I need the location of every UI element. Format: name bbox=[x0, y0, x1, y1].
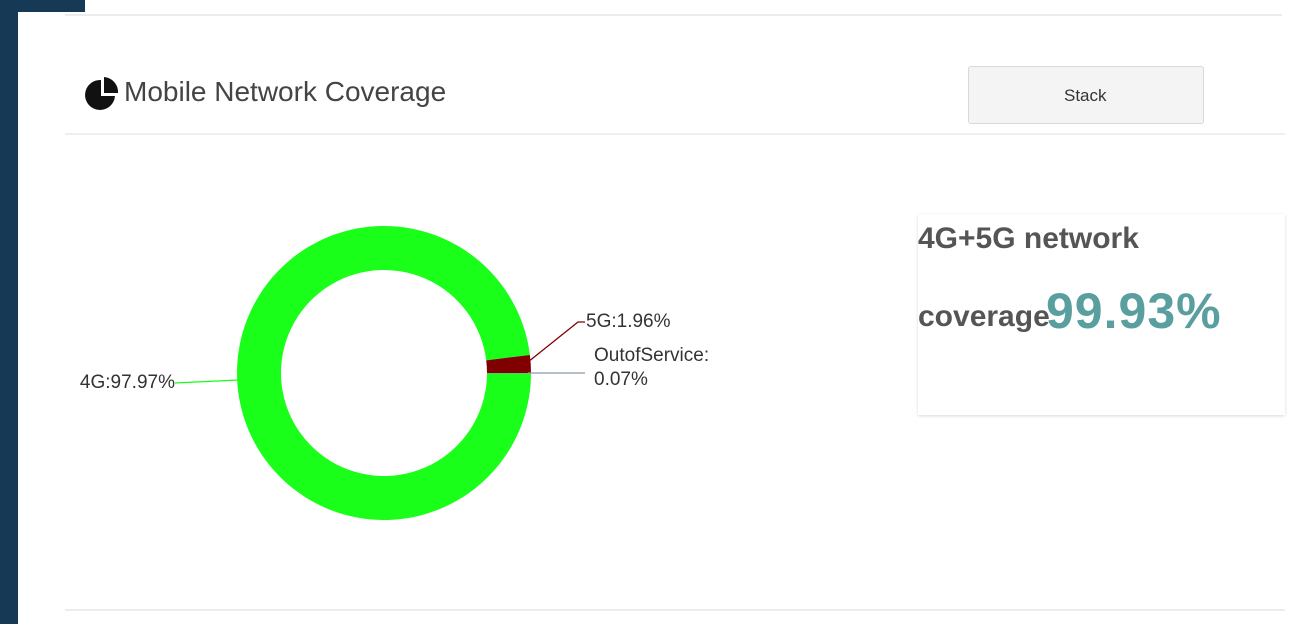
stat-card bbox=[918, 214, 1285, 415]
stat-label: coverage bbox=[918, 300, 1050, 333]
slice-label: OutofService:0.07% bbox=[594, 345, 710, 390]
donut-slice bbox=[486, 354, 531, 373]
sidebar-tab bbox=[18, 0, 85, 12]
stat-value: 99.93% bbox=[1046, 283, 1222, 339]
button-label[interactable]: Stack bbox=[1064, 86, 1107, 105]
panel-title: Mobile Network Coverage bbox=[124, 76, 447, 107]
stack-button[interactable] bbox=[968, 66, 1204, 124]
sidebar bbox=[0, 0, 18, 624]
slice-label: 4G:97.97% bbox=[79, 372, 175, 393]
pie-icon bbox=[85, 77, 119, 110]
donut-slice bbox=[486, 372, 531, 374]
stat-label: 4G+5G network bbox=[918, 222, 1139, 255]
donut-slice bbox=[236, 226, 531, 521]
leader-line bbox=[174, 379, 239, 384]
slice-label: 5G:1.96% bbox=[586, 311, 671, 332]
leader-line bbox=[527, 321, 585, 363]
